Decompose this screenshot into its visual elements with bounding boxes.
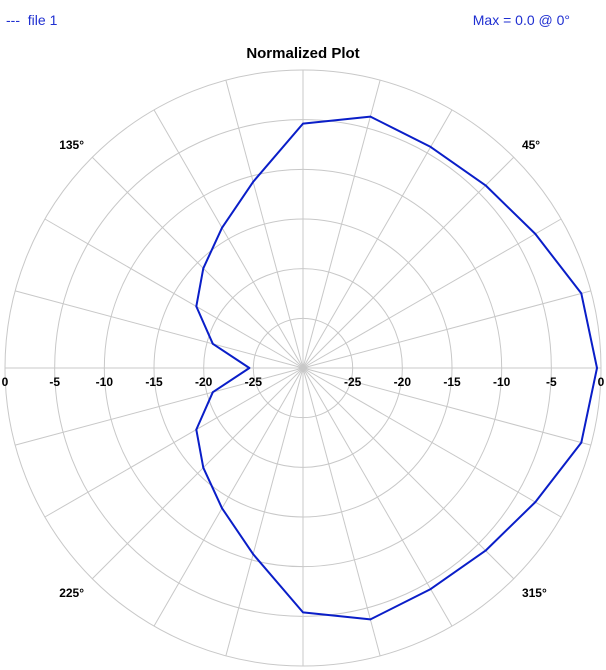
- legend-entry: --- file 1: [6, 12, 57, 28]
- grid-spoke: [302, 367, 381, 656]
- legend-marker: ---: [6, 12, 20, 28]
- grid-spoke: [302, 109, 453, 369]
- grid-spoke: [91, 367, 304, 580]
- data-point: [580, 441, 583, 444]
- data-point: [252, 181, 255, 183]
- grid-spoke: [153, 109, 304, 369]
- grid-spoke: [302, 156, 515, 369]
- data-point: [596, 367, 598, 369]
- grid-spoke: [302, 367, 453, 627]
- data-point: [580, 292, 583, 295]
- grid-spoke: [15, 290, 304, 369]
- angle-label: 315°: [522, 586, 547, 600]
- radial-tick-label: -10: [96, 375, 114, 389]
- grid-spoke: [91, 156, 304, 369]
- radial-tick-label: -15: [145, 375, 163, 389]
- data-point: [484, 549, 487, 552]
- grid-spoke: [44, 218, 304, 369]
- traces: [195, 115, 598, 621]
- data-point: [484, 184, 487, 187]
- data-point: [211, 391, 214, 394]
- data-point: [195, 305, 198, 308]
- data-point: [252, 553, 255, 555]
- radial-tick-label: -5: [546, 375, 557, 389]
- angle-label: 45°: [522, 138, 540, 152]
- legend-label: file 1: [27, 12, 58, 28]
- tick-labels: 0 0 -5 -5 -10 -10 -15 -15 -20 -20 -25 -25: [2, 375, 605, 389]
- grid-spoke: [302, 367, 562, 518]
- data-point: [534, 501, 537, 503]
- data-point: [369, 618, 372, 621]
- grid-spoke: [302, 367, 515, 580]
- grid-spoke: [225, 367, 304, 656]
- data-point: [429, 588, 432, 590]
- radial-tick-label: 0: [598, 375, 605, 389]
- data-point: [195, 428, 198, 431]
- grid-spokes: [5, 70, 601, 666]
- grid-spoke: [15, 367, 304, 446]
- angle-label: 225°: [59, 586, 84, 600]
- data-point: [534, 233, 537, 235]
- grid-spoke: [302, 218, 562, 369]
- radial-tick-label: -25: [344, 375, 362, 389]
- max-readout: Max = 0.0 @ 0°: [472, 12, 570, 28]
- radial-tick-label: 0: [2, 375, 9, 389]
- radial-tick-label: -20: [195, 375, 213, 389]
- radial-tick-label: -5: [49, 375, 60, 389]
- angle-label: 135°: [59, 138, 84, 152]
- angle-labels: 45° 135° 225° 315°: [59, 138, 547, 600]
- data-point: [429, 146, 432, 148]
- radial-tick-label: -15: [443, 375, 461, 389]
- grid-spoke: [44, 367, 304, 518]
- data-point: [202, 267, 205, 270]
- data-point: [248, 367, 251, 369]
- data-point: [202, 466, 205, 469]
- data-point: [369, 115, 372, 118]
- radial-tick-label: -10: [493, 375, 511, 389]
- grid-spoke: [225, 80, 304, 369]
- data-point: [302, 122, 304, 125]
- grid-spoke: [153, 367, 304, 627]
- radial-tick-label: -20: [394, 375, 412, 389]
- data-point: [302, 611, 304, 614]
- data-point: [211, 342, 214, 345]
- chart-title: Normalized Plot: [246, 45, 360, 62]
- grid-spoke: [302, 367, 591, 446]
- data-point: [221, 507, 223, 510]
- grid-spoke: [302, 290, 591, 369]
- radial-tick-label: -25: [245, 375, 263, 389]
- grid-spoke: [302, 80, 381, 369]
- data-point: [221, 226, 223, 229]
